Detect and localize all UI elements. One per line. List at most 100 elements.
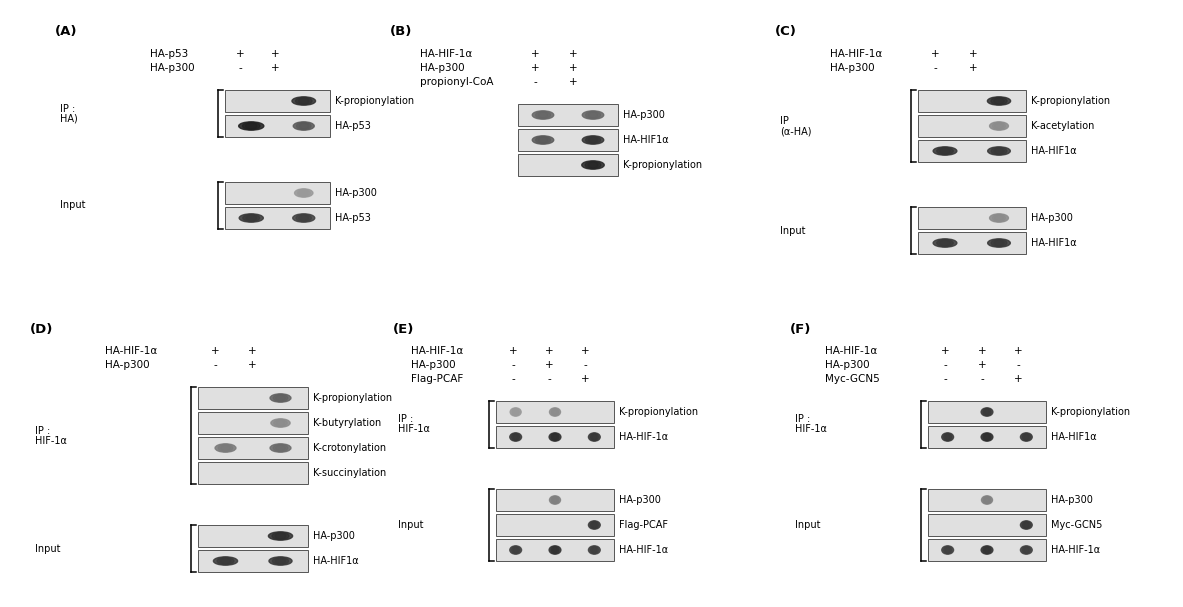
Text: +: + <box>969 49 977 59</box>
Ellipse shape <box>549 433 561 441</box>
Ellipse shape <box>510 546 522 554</box>
Text: +: + <box>531 49 539 59</box>
Ellipse shape <box>549 408 561 416</box>
Text: HA-HIF1α: HA-HIF1α <box>1032 238 1077 248</box>
Text: HA-p300: HA-p300 <box>420 63 465 73</box>
Text: +: + <box>544 346 554 356</box>
Text: HA-p53: HA-p53 <box>335 121 371 131</box>
Text: (E): (E) <box>393 322 414 336</box>
Ellipse shape <box>513 547 518 553</box>
Ellipse shape <box>937 239 953 246</box>
Text: Flag-PCAF: Flag-PCAF <box>619 520 668 530</box>
Ellipse shape <box>270 394 291 402</box>
Text: HA-HIF-1α: HA-HIF-1α <box>420 49 472 59</box>
FancyBboxPatch shape <box>927 489 1046 511</box>
Ellipse shape <box>552 409 557 415</box>
FancyBboxPatch shape <box>918 115 1026 137</box>
Ellipse shape <box>588 546 600 554</box>
Ellipse shape <box>296 98 312 104</box>
Text: K-propionylation: K-propionylation <box>623 160 703 170</box>
Text: +: + <box>969 63 977 73</box>
FancyBboxPatch shape <box>198 412 308 434</box>
Text: (F): (F) <box>790 322 812 336</box>
FancyBboxPatch shape <box>496 514 614 536</box>
FancyBboxPatch shape <box>225 90 330 112</box>
Ellipse shape <box>532 111 554 119</box>
Text: HA-p300: HA-p300 <box>411 360 455 370</box>
Text: (α-HA): (α-HA) <box>780 126 812 136</box>
Text: IP: IP <box>780 116 789 126</box>
Ellipse shape <box>984 547 990 553</box>
Ellipse shape <box>586 112 601 118</box>
Ellipse shape <box>551 497 558 504</box>
FancyBboxPatch shape <box>198 550 308 572</box>
Text: -: - <box>534 77 537 87</box>
Ellipse shape <box>532 136 554 144</box>
Ellipse shape <box>582 111 603 119</box>
Text: (A): (A) <box>54 25 78 38</box>
Text: K-butyrylation: K-butyrylation <box>313 418 381 428</box>
FancyBboxPatch shape <box>927 539 1046 561</box>
Ellipse shape <box>271 419 290 427</box>
FancyBboxPatch shape <box>496 489 614 511</box>
Text: +: + <box>271 63 279 73</box>
Ellipse shape <box>588 521 600 529</box>
Text: HA): HA) <box>60 114 78 123</box>
Text: Input: Input <box>795 520 821 530</box>
Text: IP :: IP : <box>795 415 810 424</box>
Ellipse shape <box>538 137 548 143</box>
Ellipse shape <box>1023 547 1029 553</box>
Text: HA-HIF-1α: HA-HIF-1α <box>1051 545 1100 555</box>
Text: +: + <box>271 49 279 59</box>
Ellipse shape <box>945 434 950 440</box>
Text: HA-HIF1α: HA-HIF1α <box>1051 432 1097 442</box>
Text: -: - <box>981 374 984 384</box>
Ellipse shape <box>588 162 599 168</box>
Text: -: - <box>943 360 946 370</box>
Ellipse shape <box>981 408 993 416</box>
Ellipse shape <box>297 189 310 197</box>
Text: HA-p300: HA-p300 <box>825 360 870 370</box>
Ellipse shape <box>218 444 233 452</box>
Ellipse shape <box>939 240 950 246</box>
Ellipse shape <box>590 546 599 554</box>
Ellipse shape <box>510 408 522 416</box>
Ellipse shape <box>588 137 597 143</box>
Ellipse shape <box>995 123 1003 129</box>
Ellipse shape <box>273 444 287 452</box>
Text: Flag-PCAF: Flag-PCAF <box>411 374 464 384</box>
Text: K-propionylation: K-propionylation <box>1032 96 1110 106</box>
Ellipse shape <box>276 558 286 564</box>
Ellipse shape <box>983 546 991 554</box>
Ellipse shape <box>592 434 597 440</box>
Text: +: + <box>211 346 219 356</box>
Ellipse shape <box>592 547 597 553</box>
Ellipse shape <box>994 240 1004 246</box>
Ellipse shape <box>273 395 287 402</box>
Text: +: + <box>569 63 577 73</box>
Text: HA-HIF-1α: HA-HIF-1α <box>830 49 883 59</box>
Ellipse shape <box>582 161 605 169</box>
FancyBboxPatch shape <box>518 129 618 151</box>
Ellipse shape <box>551 433 560 441</box>
Text: -: - <box>511 360 515 370</box>
Ellipse shape <box>292 214 315 222</box>
Ellipse shape <box>551 409 558 416</box>
Ellipse shape <box>993 214 1006 222</box>
Ellipse shape <box>549 496 561 504</box>
Ellipse shape <box>276 533 286 539</box>
Ellipse shape <box>984 409 990 415</box>
Text: IP :: IP : <box>60 104 76 114</box>
Ellipse shape <box>1023 522 1029 528</box>
Ellipse shape <box>939 148 950 154</box>
Ellipse shape <box>1022 521 1030 529</box>
Text: -: - <box>511 374 515 384</box>
Text: -: - <box>583 360 587 370</box>
Ellipse shape <box>588 433 600 441</box>
Text: propionyl-CoA: propionyl-CoA <box>420 77 493 87</box>
Text: K-succinylation: K-succinylation <box>313 468 387 478</box>
Ellipse shape <box>945 547 950 553</box>
Ellipse shape <box>299 123 309 129</box>
Ellipse shape <box>991 98 1007 104</box>
Ellipse shape <box>933 147 957 155</box>
